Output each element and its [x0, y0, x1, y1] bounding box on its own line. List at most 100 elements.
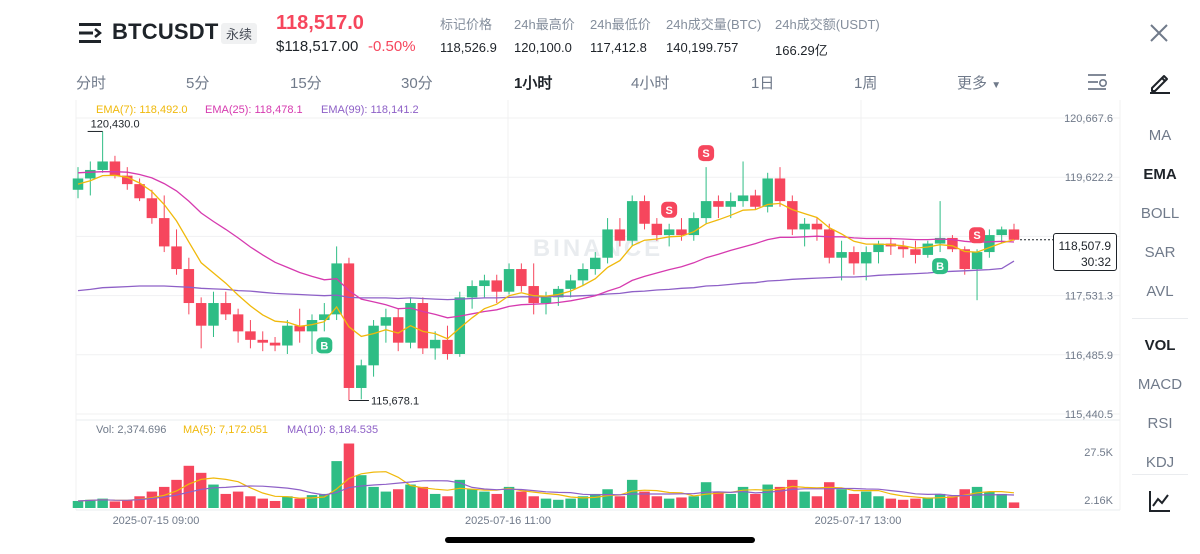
indicator-kdj[interactable]: KDJ [1145, 454, 1175, 467]
candle-body [897, 246, 909, 250]
candle-body [479, 280, 490, 287]
tab-1d[interactable]: 1日 [751, 75, 775, 92]
vol-tick-label: 2.16K [1084, 495, 1113, 507]
volume-bar [454, 479, 466, 508]
candle-body [392, 317, 404, 343]
candle-body [860, 252, 872, 264]
home-indicator [445, 537, 755, 543]
volume-bar [590, 493, 601, 508]
candle-body [848, 252, 860, 264]
indicator-macd[interactable]: MACD [1137, 376, 1183, 393]
tab-5m[interactable]: 5分 [186, 75, 210, 92]
volume-bar [257, 498, 268, 508]
menu-icon[interactable] [79, 22, 103, 44]
sell-marker [661, 201, 678, 218]
candle-body [836, 252, 847, 258]
tab-30m[interactable]: 30分 [401, 75, 433, 92]
candle-body [910, 249, 921, 255]
volume-bar [824, 482, 835, 508]
volume-bar [922, 497, 934, 508]
legend-vol: Vol: 2,374.696 [96, 424, 167, 436]
candle-body [146, 198, 158, 219]
stat-label: 24h最高价 [514, 17, 575, 32]
candle-body [331, 263, 342, 315]
volume-bar [146, 491, 158, 508]
stat-label: 标记价格 [440, 17, 493, 32]
volume-bar [971, 486, 983, 508]
volume-bar [405, 484, 416, 508]
indicator-ema[interactable]: EMA [1143, 166, 1177, 183]
tab-more[interactable]: 更多 ▼ [957, 72, 1001, 93]
marker-label: S [702, 148, 709, 160]
volume-bar [491, 493, 502, 508]
indicator-rsi[interactable]: RSI [1147, 415, 1173, 432]
tab-1h[interactable]: 1小时 [514, 75, 553, 92]
candle-body [873, 243, 884, 253]
y-tick-label: 115,440.5 [1065, 409, 1113, 421]
tab-time-sharing[interactable]: 分时 [76, 75, 107, 92]
y-tick-label: 116,485.9 [1065, 350, 1113, 362]
indicator-vol[interactable]: VOL [1144, 337, 1176, 354]
candle-body [996, 229, 1007, 236]
indicator-ma[interactable]: MA [1148, 127, 1172, 144]
candle-body [663, 229, 675, 236]
y-tick-label: 117,531.3 [1065, 291, 1113, 303]
watermark: BINANCE [533, 235, 663, 262]
stat-24h-high: 24h最高价 120,100.0 [514, 14, 575, 55]
volume-bar [380, 491, 392, 508]
candle-body [417, 303, 429, 349]
candle-body [762, 178, 773, 207]
contract-tag: 永续 [221, 23, 258, 44]
last-price: 118,517.0 [276, 12, 364, 34]
tab-15m[interactable]: 15分 [290, 75, 322, 92]
candle-body [380, 317, 392, 326]
volume-bar [232, 491, 244, 508]
legend-ema25: EMA(25): 118,478.1 [205, 104, 303, 116]
volume-bar [737, 486, 749, 508]
settings-icon[interactable] [1087, 72, 1109, 92]
chart-mini-icon[interactable] [1148, 489, 1172, 513]
candle-body [72, 178, 84, 190]
stat-value: 140,199.757 [666, 40, 739, 55]
candle-body [614, 229, 626, 241]
volume-bar [897, 499, 909, 508]
volume-bar [725, 493, 736, 508]
x-tick-label: 2025-07-16 11:00 [465, 515, 551, 527]
volume-bar [885, 498, 897, 508]
candlestick-chart[interactable]: 120,667.6119,622.2118,576.8117,531.3116,… [0, 0, 1130, 530]
stat-24h-volume-btc: 24h成交量(BTC) 140,199.757 [666, 14, 761, 55]
close-icon[interactable] [1148, 22, 1170, 44]
candle-body [306, 320, 318, 332]
volume-bar [306, 495, 318, 508]
volume-bar [873, 496, 884, 508]
candle-body [725, 201, 736, 207]
pencil-icon[interactable] [1148, 70, 1172, 94]
candle-body [232, 314, 244, 332]
candle-body [602, 229, 613, 258]
candle-body [319, 314, 330, 321]
tab-1w[interactable]: 1周 [854, 75, 878, 92]
candle-body [922, 243, 934, 255]
more-label: 更多 [957, 75, 988, 92]
usd-price: $118,517.00 [276, 38, 359, 55]
candle-body [787, 201, 798, 230]
indicator-boll[interactable]: BOLL [1140, 205, 1180, 222]
candle-body [282, 325, 293, 346]
volume-bar [294, 498, 305, 508]
indicator-avl[interactable]: AVL [1146, 283, 1174, 300]
volume-bar [85, 499, 96, 508]
ema7-line [77, 174, 1015, 340]
symbol-title[interactable]: BTCUSDT [112, 19, 219, 44]
candle-body [565, 280, 576, 289]
volume-bar [269, 500, 281, 508]
candle-body [947, 237, 958, 250]
volume-bar [516, 491, 527, 508]
low-annotation: 115,678.1 [371, 396, 419, 408]
candle-body [750, 195, 761, 207]
candle-body [540, 297, 552, 304]
volume-bar [319, 493, 330, 508]
indicator-divider [1132, 474, 1188, 475]
indicator-sar[interactable]: SAR [1144, 244, 1176, 261]
legend-vol-ma10: MA(10): 8,184.535 [287, 424, 379, 436]
tab-4h[interactable]: 4小时 [631, 75, 670, 92]
